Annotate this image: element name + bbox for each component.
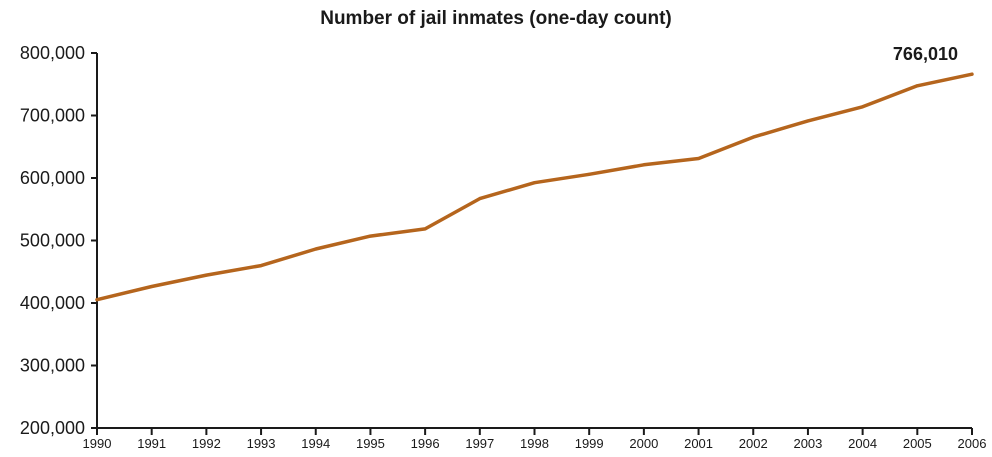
data-point bbox=[95, 298, 99, 302]
data-point bbox=[259, 264, 263, 268]
data-point bbox=[150, 284, 154, 288]
y-tick-label: 800,000 bbox=[20, 43, 85, 63]
x-tick-label: 2004 bbox=[848, 436, 877, 451]
data-point bbox=[806, 119, 810, 123]
x-tick-label: 1995 bbox=[356, 436, 385, 451]
data-point bbox=[587, 172, 591, 176]
data-point bbox=[697, 156, 701, 160]
x-tick-label: 2003 bbox=[793, 436, 822, 451]
y-tick-label: 500,000 bbox=[20, 231, 85, 251]
data-point bbox=[533, 181, 536, 185]
y-tick-label: 700,000 bbox=[20, 106, 85, 126]
data-point bbox=[642, 163, 646, 167]
y-tick-label: 600,000 bbox=[20, 168, 85, 188]
data-point bbox=[861, 105, 865, 109]
data-point bbox=[970, 72, 974, 76]
x-tick-label: 1998 bbox=[520, 436, 549, 451]
data-point bbox=[423, 227, 427, 231]
series-line bbox=[95, 72, 974, 302]
data-point bbox=[314, 247, 318, 251]
data-point bbox=[204, 273, 208, 277]
data-point bbox=[368, 234, 372, 238]
x-tick-label: 1991 bbox=[137, 436, 166, 451]
data-point bbox=[751, 135, 755, 139]
data-point bbox=[478, 197, 482, 201]
x-tick-label: 2005 bbox=[903, 436, 932, 451]
data-point bbox=[915, 84, 919, 88]
x-tick-label: 2000 bbox=[629, 436, 658, 451]
x-tick-label: 1999 bbox=[575, 436, 604, 451]
x-tick-label: 1992 bbox=[192, 436, 221, 451]
x-tick-label: 1993 bbox=[247, 436, 276, 451]
y-tick-label: 200,000 bbox=[20, 418, 85, 438]
x-tick-label: 2002 bbox=[739, 436, 768, 451]
x-tick-label: 1996 bbox=[411, 436, 440, 451]
data-label: 766,010 bbox=[893, 44, 958, 64]
x-tick-label: 2001 bbox=[684, 436, 713, 451]
x-tick-label: 1990 bbox=[83, 436, 112, 451]
x-tick-label: 1997 bbox=[465, 436, 494, 451]
x-tick-label: 2006 bbox=[958, 436, 987, 451]
chart-title: Number of jail inmates (one-day count) bbox=[320, 8, 672, 29]
y-tick-label: 400,000 bbox=[20, 293, 85, 313]
y-tick-label: 300,000 bbox=[20, 356, 85, 376]
x-tick-label: 1994 bbox=[301, 436, 330, 451]
